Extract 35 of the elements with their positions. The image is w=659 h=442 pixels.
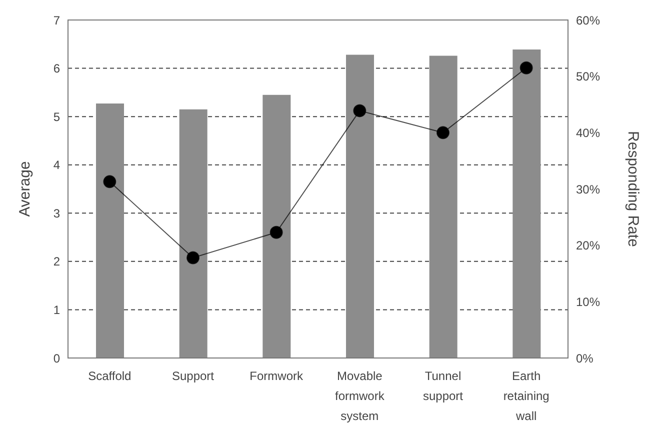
x-tick-label: Earth retaining wall [503, 369, 550, 423]
point [520, 61, 533, 74]
x-tick-label: Tunnel support [422, 369, 464, 403]
y-tick-label: 2 [53, 254, 60, 269]
y-tick-label: 3 [53, 206, 60, 220]
x-tick-label: Support [172, 369, 215, 383]
y-tick-label: 7 [53, 13, 60, 28]
y2-axis-title: Responding Rate [624, 131, 642, 247]
point [270, 226, 283, 239]
y-tick-label: 5 [53, 110, 60, 124]
point [436, 126, 450, 140]
y-tick-label: 6 [53, 62, 60, 76]
y2-tick-label: 30% [576, 182, 600, 196]
y-axis-title: Average [16, 161, 34, 217]
y2-tick-label: 10% [576, 294, 600, 309]
bar [179, 109, 208, 358]
y-tick-label: 1 [53, 302, 60, 317]
point [103, 175, 116, 188]
y2-tick-label: 0% [576, 351, 594, 366]
x-tick-label: Scaffold [88, 369, 132, 383]
x-tick-label: Movable formwork system [334, 369, 386, 423]
point [353, 104, 366, 118]
y2-tick-label: 20% [576, 238, 600, 253]
x-tick-label: Formwork [250, 369, 304, 383]
y-tick-label: 0 [53, 351, 60, 366]
point [186, 251, 200, 264]
bar [96, 104, 124, 358]
y2-tick-label: 40% [576, 126, 600, 140]
bar [512, 49, 541, 358]
y-tick-label: 4 [53, 158, 60, 172]
bar [262, 94, 291, 358]
y2-tick-label: 60% [576, 13, 600, 28]
y2-tick-label: 50% [576, 70, 600, 84]
bar [346, 54, 374, 358]
bar [429, 56, 458, 358]
